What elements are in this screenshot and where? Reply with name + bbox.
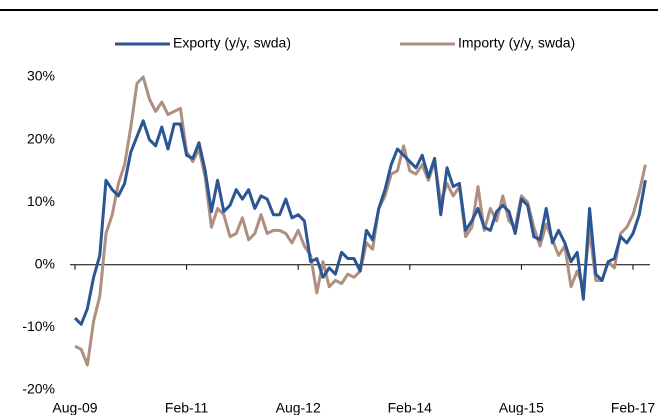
x-tick-label: Feb-14: [388, 400, 433, 415]
y-tick-label: -20%: [22, 381, 55, 397]
legend-label: Importy (y/y, swda): [458, 35, 575, 51]
x-tick-label: Aug-09: [52, 400, 97, 415]
series-line: [73, 119, 647, 326]
series-line: [74, 75, 647, 367]
y-tick-label: -10%: [22, 318, 55, 334]
x-tick-label: Feb-17: [611, 400, 656, 415]
x-tick-label: Aug-15: [499, 400, 544, 415]
y-tick-label: 10%: [27, 193, 55, 209]
y-tick-label: 20%: [27, 130, 55, 146]
x-tick-label: Feb-11: [165, 400, 209, 415]
x-tick-label: Aug-12: [276, 400, 321, 415]
y-tick-label: 30%: [27, 68, 55, 84]
y-tick-label: 0%: [35, 256, 55, 272]
legend-label: Exporty (y/y, swda): [173, 35, 291, 51]
